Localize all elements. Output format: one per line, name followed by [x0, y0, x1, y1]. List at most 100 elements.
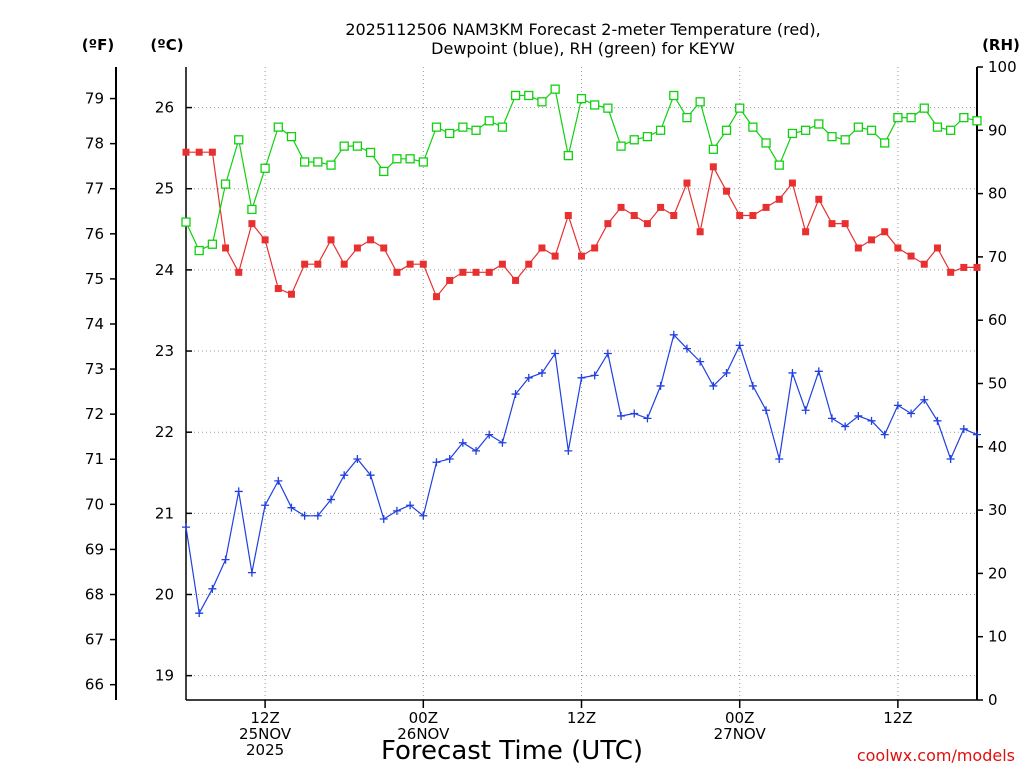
data-series — [181, 84, 982, 618]
dewpoint-point — [432, 458, 441, 467]
c-tick-label: 23 — [155, 342, 174, 360]
rh-series — [181, 84, 982, 256]
rh-point — [365, 147, 376, 158]
dewpoint-point — [511, 390, 520, 399]
dewpoint-point — [893, 401, 902, 410]
dewpoint-point — [854, 411, 863, 420]
temperature-point — [287, 290, 295, 298]
rh-point — [181, 217, 191, 227]
rh-point — [497, 122, 508, 132]
dewpoint-series — [182, 330, 981, 618]
temperature-point — [973, 263, 981, 271]
rh-point — [853, 122, 863, 132]
c-tick-label: 24 — [155, 261, 174, 279]
rh-point — [379, 166, 389, 177]
dewpoint-point — [775, 454, 784, 463]
celsius-axis-unit: (ºC) — [150, 36, 183, 54]
dewpoint-point — [867, 416, 876, 425]
rh-point — [313, 157, 323, 167]
c-tick-label: 22 — [155, 423, 174, 441]
rh-point — [906, 112, 916, 123]
temperature-point — [907, 252, 915, 260]
temperature-point — [670, 212, 678, 220]
dewpoint-point — [366, 471, 375, 480]
rh-point — [919, 103, 929, 113]
x-tick-label: 00Z — [725, 709, 754, 727]
temperature-point — [736, 212, 744, 220]
dewpoint-point — [182, 523, 190, 532]
temperature-point — [274, 285, 282, 293]
dewpoint-point — [221, 555, 230, 564]
dewpoint-point — [551, 349, 560, 358]
rh-point — [708, 144, 718, 154]
temperature-point — [604, 220, 612, 228]
f-tick-label: 73 — [85, 360, 104, 378]
credit-text: coolwx.com/models — [857, 746, 1015, 765]
temperature-point — [538, 244, 546, 252]
temperature-point — [551, 252, 559, 260]
dewpoint-point — [603, 349, 612, 358]
rh-point — [405, 154, 415, 164]
temperature-point — [419, 260, 427, 268]
rh-point — [655, 125, 666, 135]
temperature-point — [301, 260, 309, 268]
rh-tick-label: 20 — [988, 564, 1007, 582]
temperature-point — [881, 228, 889, 236]
f-tick-label: 79 — [85, 90, 104, 108]
dewpoint-point — [577, 373, 586, 382]
dewpoint-point — [485, 430, 494, 439]
rh-point — [194, 245, 204, 256]
rh-point — [814, 119, 824, 129]
rh-point — [524, 90, 534, 101]
rh-point — [418, 157, 428, 167]
temperature-point — [643, 220, 651, 228]
rh-point — [893, 112, 903, 123]
temperature-point — [802, 228, 810, 236]
dewpoint-point — [617, 411, 626, 420]
rh-point — [445, 128, 455, 139]
x-tick-label: 2025 — [246, 741, 284, 759]
rh-point — [247, 204, 257, 215]
f-tick-label: 75 — [85, 270, 104, 288]
rh-tick-label: 70 — [988, 248, 1007, 266]
temperature-point — [815, 195, 823, 203]
dewpoint-point — [656, 381, 665, 390]
rh-line — [185, 88, 978, 252]
f-tick-label: 67 — [85, 631, 104, 649]
temperature-point — [485, 268, 493, 276]
temperature-point — [947, 268, 955, 276]
dewpoint-point — [801, 406, 810, 415]
temperature-point — [222, 244, 230, 252]
rh-point — [431, 122, 442, 132]
temperature-point — [578, 252, 585, 260]
f-tick-label: 71 — [85, 450, 104, 468]
rh-point — [721, 125, 732, 135]
dewpoint-point — [748, 381, 757, 390]
rh-point — [945, 125, 956, 135]
dewpoint-point — [696, 357, 705, 366]
temperature-point — [828, 220, 836, 228]
temperature-point — [564, 212, 572, 220]
rh-tick-label: 0 — [988, 691, 998, 709]
dewpoint-point — [247, 568, 256, 577]
tick-labels: 66 67 68 69 70 71 72 73 74 75 76 77 78 79 19 20 21 22 23 24… — [85, 58, 1017, 759]
rh-point — [880, 138, 890, 148]
dewpoint-point — [682, 344, 691, 353]
dewpoint-point — [327, 495, 336, 504]
dewpoint-point — [841, 422, 850, 431]
rh-point — [735, 103, 745, 113]
x-tick-label: 12Z — [567, 709, 596, 727]
rh-point — [695, 97, 705, 107]
rh-point — [392, 154, 402, 164]
dewpoint-point — [630, 409, 639, 418]
dewpoint-point — [498, 438, 507, 447]
f-tick-label: 70 — [85, 495, 104, 513]
dewpoint-point — [287, 503, 296, 512]
rh-point — [590, 100, 600, 110]
rh-point — [748, 122, 758, 132]
c-tick-label: 21 — [155, 504, 174, 522]
x-tick-label: 27NOV — [714, 725, 767, 743]
temperature-point — [459, 268, 467, 276]
dewpoint-point — [564, 446, 573, 455]
